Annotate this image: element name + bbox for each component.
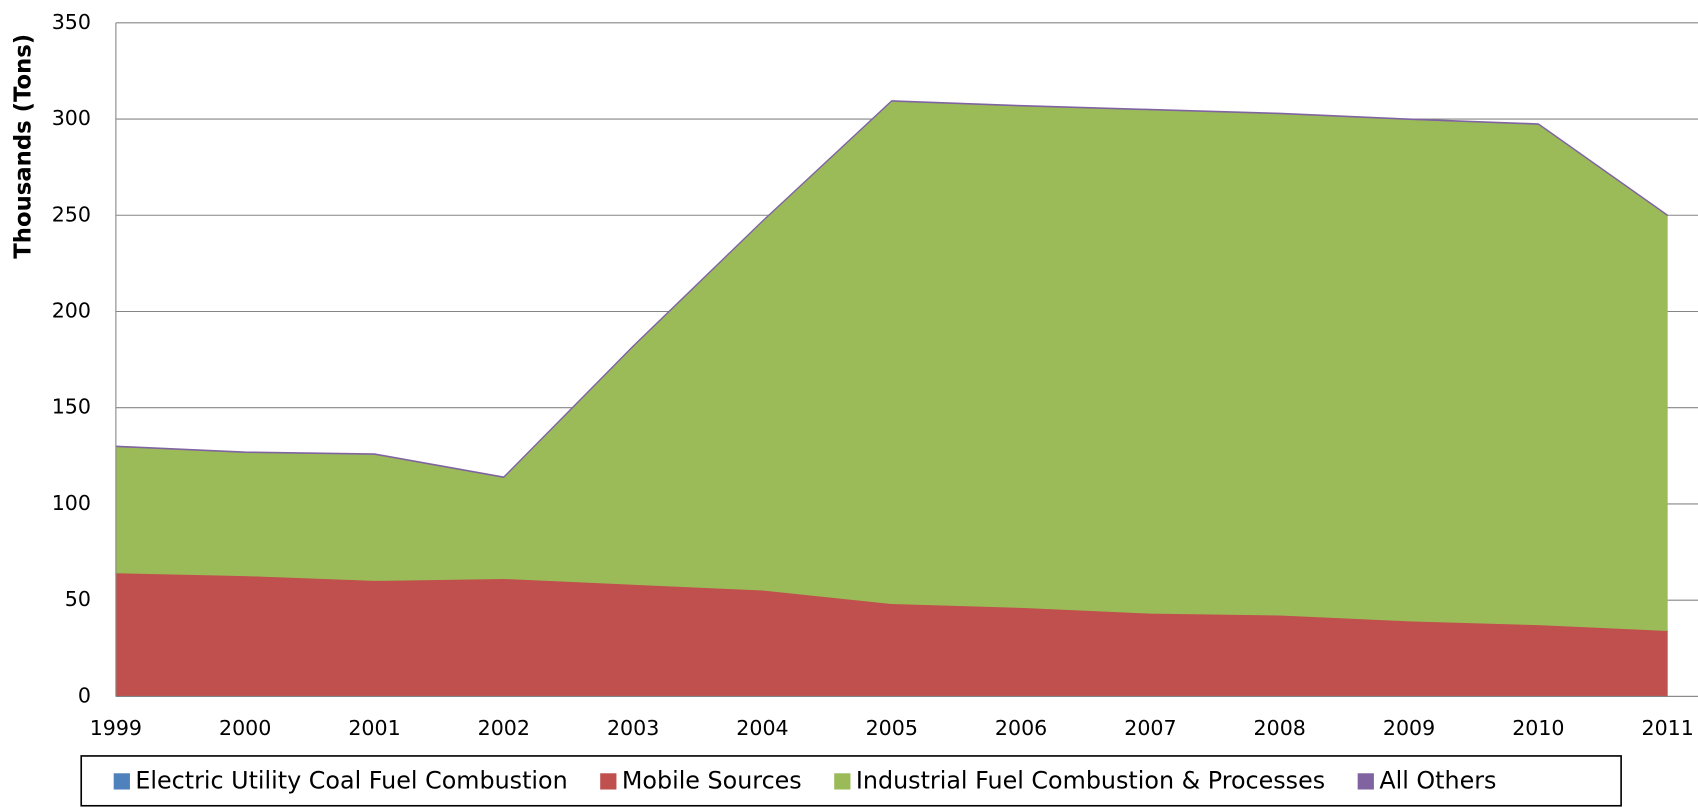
- x-tick-label: 2000: [219, 716, 271, 740]
- area: [115, 573, 1668, 697]
- y-tick-label: 250: [52, 202, 91, 226]
- area: [115, 101, 1668, 631]
- y-tick-label: 0: [78, 683, 91, 707]
- x-tick-label: 2005: [866, 716, 918, 740]
- legend-swatch: [834, 773, 851, 790]
- x-tick-label: 2010: [1512, 716, 1564, 740]
- y-tick-label: 350: [52, 10, 91, 34]
- x-tick-label: 2006: [995, 716, 1047, 740]
- x-tick-label: 2001: [348, 716, 400, 740]
- x-tick-label: 1999: [90, 716, 142, 740]
- x-tick-label: 2011: [1642, 716, 1694, 740]
- legend-swatch: [113, 773, 130, 790]
- y-tick-label: 300: [52, 106, 91, 130]
- legend-label: All Others: [1379, 766, 1496, 794]
- legend-swatch: [1357, 773, 1374, 790]
- x-tick-label: 2007: [1124, 716, 1176, 740]
- legend-swatch: [600, 773, 617, 790]
- y-axis-label: Thousands (Tons): [10, 34, 36, 259]
- y-tick-label: 150: [52, 395, 91, 419]
- area-edge: [115, 100, 1669, 478]
- x-tick-label: 2009: [1383, 716, 1435, 740]
- x-tick-label: 2008: [1254, 716, 1306, 740]
- legend-label: Electric Utility Coal Fuel Combustion: [135, 766, 567, 794]
- legend: Electric Utility Coal Fuel Combustion Mob…: [113, 766, 1496, 794]
- y-tick-label: 100: [52, 491, 91, 515]
- area-edge: [115, 101, 1669, 479]
- legend-label: Mobile Sources: [622, 766, 802, 794]
- x-tick-label: 2003: [607, 716, 659, 740]
- y-tick-label: 200: [52, 298, 91, 322]
- x-tick-label: 2004: [736, 716, 788, 740]
- x-tick-label: 2002: [478, 716, 530, 740]
- y-tick-label: 50: [65, 587, 91, 611]
- legend-label: Industrial Fuel Combustion & Processes: [856, 766, 1325, 794]
